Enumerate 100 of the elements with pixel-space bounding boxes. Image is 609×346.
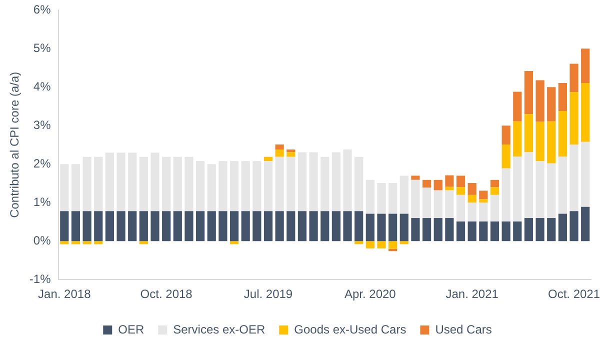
bar bbox=[173, 156, 182, 212]
bar bbox=[150, 211, 160, 242]
bar bbox=[547, 87, 556, 122]
bar bbox=[479, 199, 488, 203]
bar bbox=[490, 180, 500, 188]
y-tick-label: 4% bbox=[33, 79, 52, 94]
bar bbox=[275, 144, 284, 150]
bar bbox=[513, 156, 522, 222]
bar bbox=[71, 164, 80, 212]
y-tick-label: 3% bbox=[33, 118, 52, 132]
bar bbox=[388, 183, 398, 214]
y-tick-label: -1% bbox=[29, 272, 52, 286]
bar bbox=[445, 175, 454, 187]
bar bbox=[298, 211, 307, 242]
bar bbox=[581, 142, 590, 207]
bar bbox=[388, 214, 398, 242]
x-tick-label: Jan. 2021 bbox=[446, 287, 499, 302]
bar bbox=[434, 180, 442, 190]
bar bbox=[445, 218, 454, 242]
bar bbox=[547, 218, 556, 242]
bar bbox=[207, 211, 216, 242]
bar bbox=[230, 211, 239, 242]
x-tick-label: Oct. 2021 bbox=[548, 287, 600, 302]
bar bbox=[94, 241, 103, 244]
bar bbox=[343, 150, 352, 212]
bar bbox=[377, 183, 386, 214]
bar bbox=[490, 187, 500, 195]
bar bbox=[468, 183, 476, 195]
bar bbox=[60, 164, 69, 212]
bar bbox=[456, 194, 466, 222]
legend-label: Services ex-OER bbox=[173, 322, 266, 336]
bar bbox=[558, 82, 567, 112]
bar bbox=[422, 218, 432, 242]
bar bbox=[298, 152, 307, 212]
bar bbox=[570, 144, 578, 212]
bar bbox=[128, 211, 137, 242]
bar bbox=[513, 221, 522, 242]
bar bbox=[490, 194, 500, 222]
bar bbox=[162, 211, 171, 242]
bar bbox=[82, 211, 92, 242]
bar bbox=[479, 221, 488, 242]
bar bbox=[445, 190, 454, 218]
bar bbox=[411, 176, 420, 180]
bar bbox=[275, 211, 284, 242]
bar bbox=[388, 241, 398, 249]
bar bbox=[558, 111, 567, 156]
bar bbox=[116, 211, 126, 242]
bar bbox=[547, 163, 556, 218]
bar bbox=[343, 211, 352, 242]
legend-label: Used Cars bbox=[435, 322, 492, 336]
bar bbox=[456, 221, 466, 242]
bar bbox=[536, 80, 544, 122]
bar bbox=[241, 211, 250, 242]
bar bbox=[196, 161, 205, 212]
bar bbox=[400, 176, 408, 214]
bar bbox=[105, 211, 114, 242]
bar bbox=[332, 152, 340, 212]
bar bbox=[377, 241, 386, 248]
bar bbox=[218, 161, 228, 212]
bar bbox=[275, 150, 284, 157]
bar bbox=[400, 241, 408, 244]
bar bbox=[286, 150, 296, 152]
bar bbox=[275, 156, 284, 212]
bar bbox=[479, 202, 488, 222]
bar bbox=[456, 187, 466, 195]
bar bbox=[366, 241, 374, 248]
bar bbox=[139, 211, 148, 242]
y-tick-label: 5% bbox=[33, 41, 52, 55]
bar bbox=[71, 211, 80, 242]
bar bbox=[422, 188, 432, 218]
y-tick-label: 6% bbox=[33, 2, 52, 17]
bar bbox=[468, 221, 476, 242]
bar bbox=[173, 211, 182, 242]
bar bbox=[502, 168, 510, 222]
bar bbox=[264, 156, 273, 162]
bar bbox=[309, 211, 318, 242]
y-tick-label: 2% bbox=[33, 156, 52, 170]
bar bbox=[286, 211, 296, 242]
bar bbox=[207, 164, 216, 212]
bar bbox=[536, 122, 544, 162]
bar bbox=[139, 156, 148, 212]
bar bbox=[536, 161, 544, 218]
bar bbox=[536, 218, 544, 242]
bar bbox=[445, 186, 454, 190]
bar bbox=[502, 144, 510, 168]
bar bbox=[264, 211, 273, 242]
y-axis-title: Contributo al CPI core (a/a) bbox=[8, 72, 22, 218]
bar bbox=[230, 161, 239, 212]
bar bbox=[581, 48, 590, 83]
bar bbox=[82, 156, 92, 212]
x-tick-label: Jan. 2018 bbox=[38, 287, 92, 302]
bar bbox=[456, 176, 466, 188]
bar bbox=[502, 221, 510, 242]
bar bbox=[139, 241, 148, 244]
bar bbox=[513, 121, 522, 156]
bar bbox=[320, 156, 330, 212]
bar bbox=[524, 152, 534, 218]
bar bbox=[354, 156, 364, 212]
bar bbox=[196, 211, 205, 242]
x-tick-label: Apr. 2020 bbox=[344, 287, 396, 302]
